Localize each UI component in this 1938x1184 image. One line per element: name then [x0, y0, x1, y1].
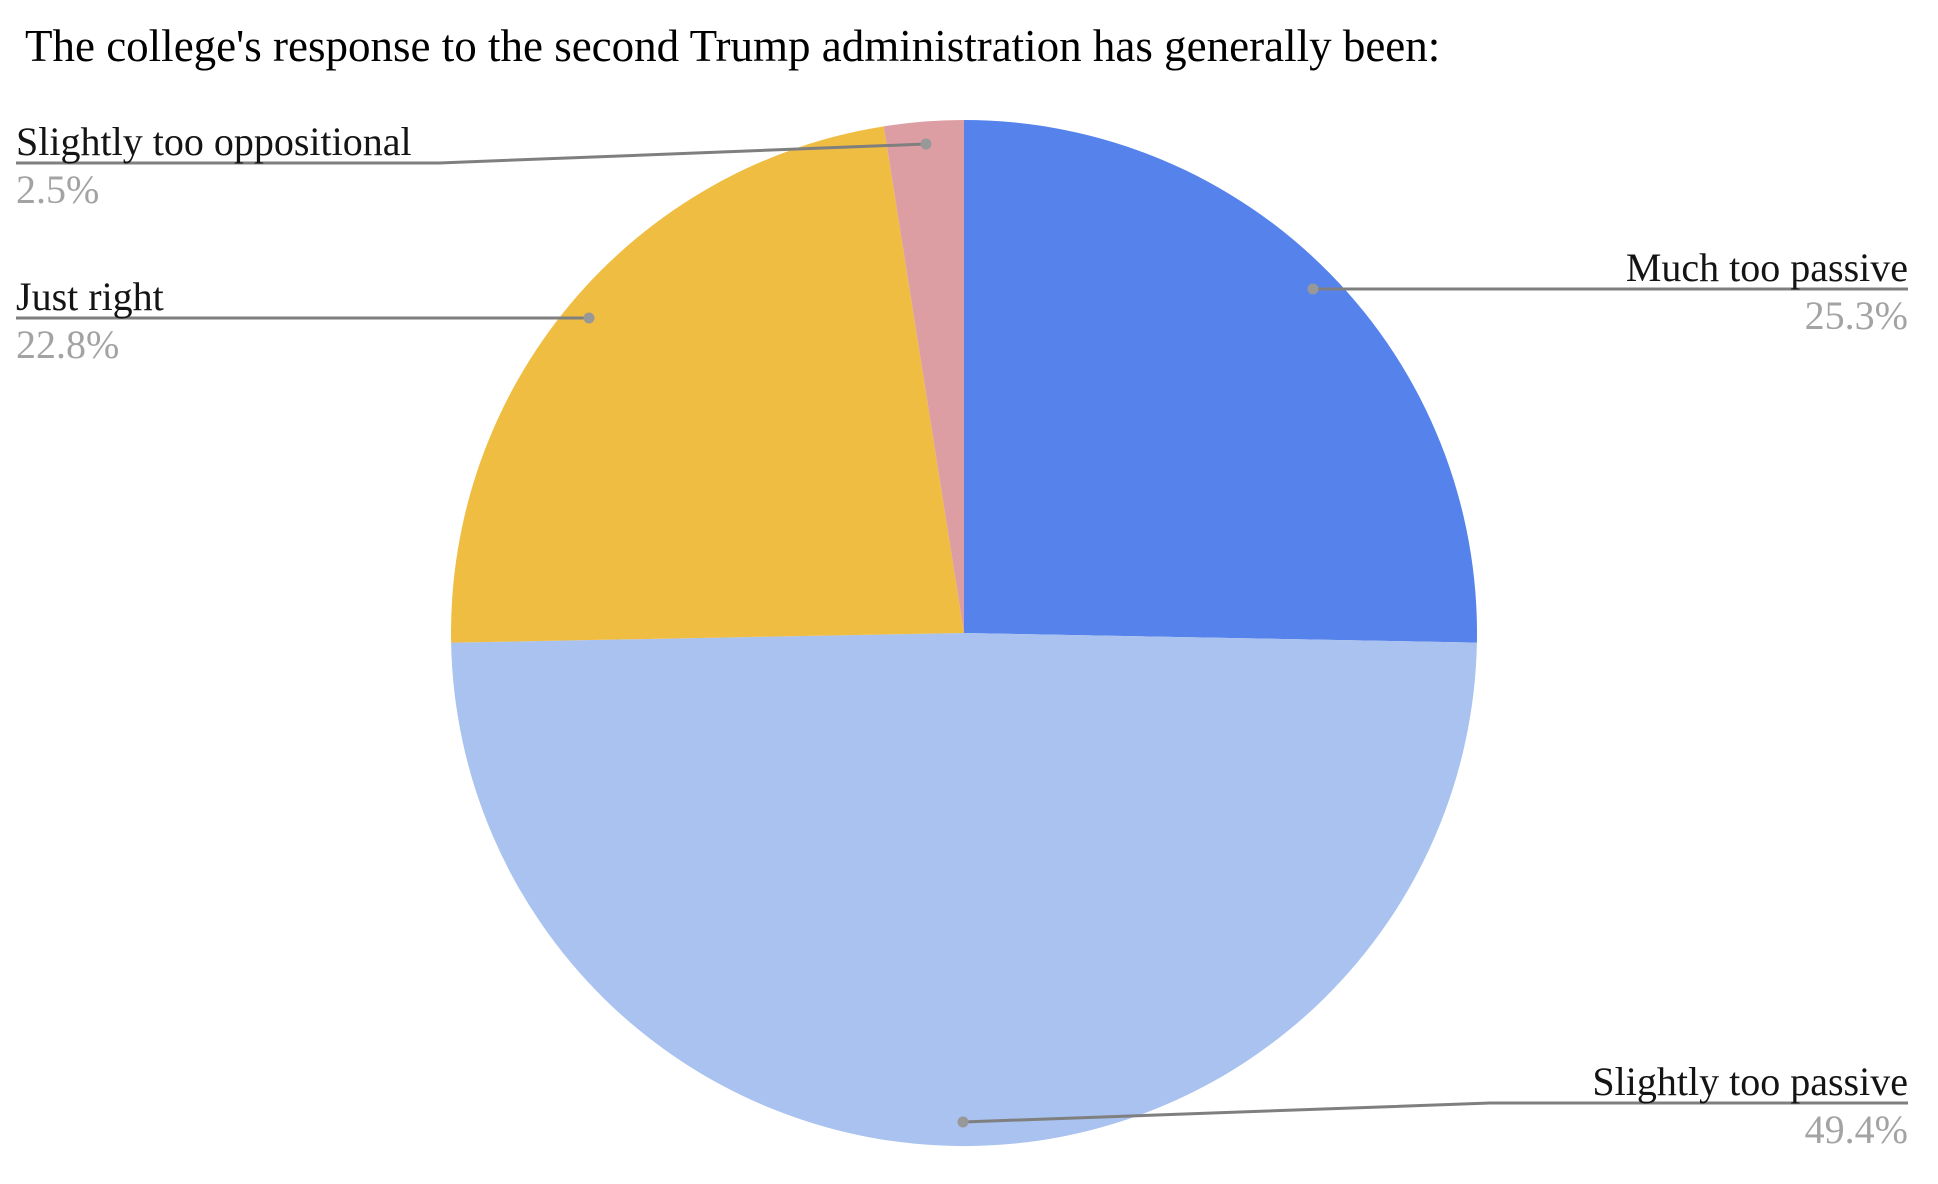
leader-dot-much-too-passive	[1307, 283, 1319, 295]
callout-slightly-too-oppositional: Slightly too oppositional 2.5%	[16, 122, 412, 210]
leader-line-slightly-too-passive	[962, 1101, 1908, 1124]
pie-slice-slightly-too-passive[interactable]	[451, 633, 1477, 1147]
callout-slightly-too-passive: Slightly too passive 49.4%	[1592, 1062, 1908, 1150]
slice-percent-slightly-too-oppositional: 2.5%	[16, 167, 100, 212]
slice-percent-just-right: 22.8%	[16, 322, 120, 367]
slice-label-slightly-too-passive: Slightly too passive	[1592, 1059, 1908, 1104]
slice-label-slightly-too-oppositional: Slightly too oppositional	[16, 119, 412, 164]
slice-percent-slightly-too-passive: 49.4%	[1804, 1107, 1908, 1152]
pie-slice-just-right[interactable]	[450, 126, 964, 643]
pie-slice-much-too-passive[interactable]	[964, 120, 1478, 643]
slice-percent-much-too-passive: 25.3%	[1804, 293, 1908, 338]
callout-just-right: Just right 22.8%	[16, 277, 164, 365]
pie-slices	[450, 120, 1478, 1147]
pie-slice-slightly-too-oppositional[interactable]	[883, 120, 964, 633]
callout-much-too-passive: Much too passive 25.3%	[1626, 248, 1908, 336]
slice-label-just-right: Just right	[16, 274, 164, 319]
chart-title: The college's response to the second Tru…	[25, 21, 1441, 71]
leader-line-slightly-too-oppositional	[16, 142, 927, 165]
leader-dot-slightly-too-oppositional	[920, 138, 932, 150]
leader-dot-slightly-too-passive	[957, 1116, 969, 1128]
leader-dot-just-right	[583, 312, 595, 324]
leader-lines	[16, 138, 1908, 1128]
slice-label-much-too-passive: Much too passive	[1625, 245, 1908, 290]
